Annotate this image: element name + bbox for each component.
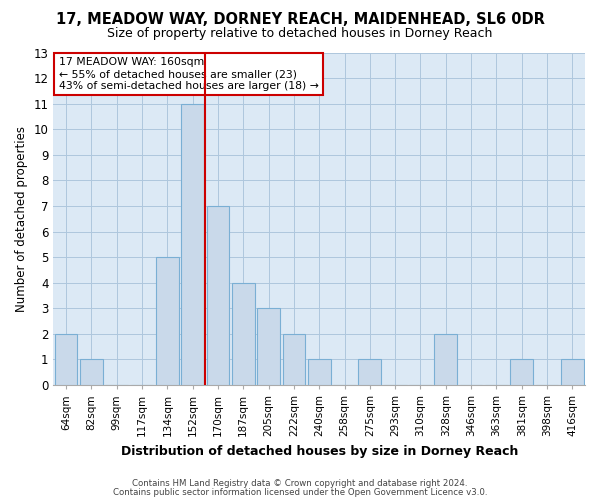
Y-axis label: Number of detached properties: Number of detached properties xyxy=(15,126,28,312)
Bar xyxy=(55,334,77,385)
Bar xyxy=(80,360,103,385)
Text: Contains HM Land Registry data © Crown copyright and database right 2024.: Contains HM Land Registry data © Crown c… xyxy=(132,478,468,488)
Text: 17 MEADOW WAY: 160sqm
← 55% of detached houses are smaller (23)
43% of semi-deta: 17 MEADOW WAY: 160sqm ← 55% of detached … xyxy=(59,58,319,90)
Text: Contains public sector information licensed under the Open Government Licence v3: Contains public sector information licen… xyxy=(113,488,487,497)
Bar xyxy=(181,104,204,385)
Bar xyxy=(511,360,533,385)
Text: 17, MEADOW WAY, DORNEY REACH, MAIDENHEAD, SL6 0DR: 17, MEADOW WAY, DORNEY REACH, MAIDENHEAD… xyxy=(56,12,544,28)
Bar xyxy=(156,257,179,385)
Bar xyxy=(308,360,331,385)
Bar xyxy=(283,334,305,385)
Bar xyxy=(358,360,381,385)
Text: Size of property relative to detached houses in Dorney Reach: Size of property relative to detached ho… xyxy=(107,28,493,40)
Bar xyxy=(434,334,457,385)
X-axis label: Distribution of detached houses by size in Dorney Reach: Distribution of detached houses by size … xyxy=(121,444,518,458)
Bar xyxy=(561,360,584,385)
Bar xyxy=(206,206,229,385)
Bar xyxy=(232,282,254,385)
Bar xyxy=(257,308,280,385)
